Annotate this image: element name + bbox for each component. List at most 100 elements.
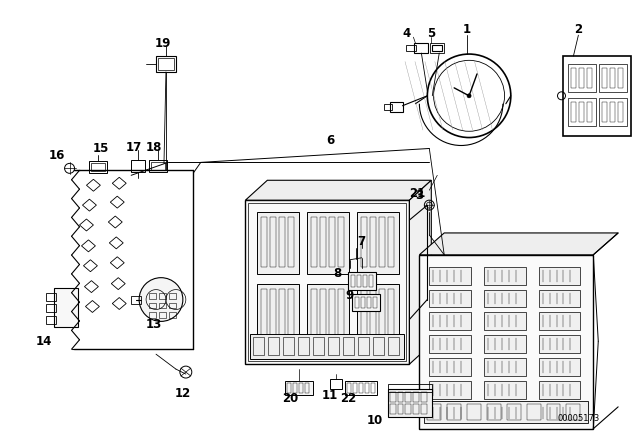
Text: 1: 1 <box>463 23 471 36</box>
Bar <box>370 217 376 267</box>
Bar <box>257 284 299 345</box>
Bar <box>343 337 354 355</box>
Bar <box>246 200 410 364</box>
Bar <box>390 404 396 414</box>
Circle shape <box>139 278 183 321</box>
Bar <box>45 305 56 312</box>
Bar <box>539 358 580 376</box>
Bar <box>338 289 344 338</box>
Bar <box>352 293 380 311</box>
Bar <box>397 392 403 402</box>
Bar <box>356 212 399 274</box>
Text: 19: 19 <box>155 37 171 50</box>
Bar <box>284 337 294 355</box>
Text: 17: 17 <box>126 141 142 154</box>
Bar <box>311 217 317 267</box>
Bar <box>424 401 588 423</box>
Bar <box>618 102 623 122</box>
Bar <box>484 267 525 284</box>
Bar <box>293 383 297 393</box>
Bar <box>572 102 577 122</box>
Polygon shape <box>419 233 618 255</box>
Bar <box>527 404 541 420</box>
Bar <box>279 289 285 338</box>
Text: 6: 6 <box>326 134 334 147</box>
Bar <box>365 383 369 393</box>
Text: 00005173: 00005173 <box>557 414 600 423</box>
Bar <box>610 102 615 122</box>
Bar <box>602 102 607 122</box>
Bar <box>429 312 471 330</box>
Bar <box>371 383 374 393</box>
Bar <box>507 404 521 420</box>
Bar <box>370 289 376 338</box>
Bar <box>566 404 580 420</box>
Bar <box>388 337 399 355</box>
Bar <box>429 404 471 422</box>
Bar <box>588 102 592 122</box>
Bar <box>158 58 174 70</box>
Bar <box>388 389 432 417</box>
Bar <box>429 381 471 399</box>
Bar <box>149 302 156 309</box>
Bar <box>599 64 627 92</box>
Text: 10: 10 <box>367 414 383 427</box>
Bar <box>338 217 344 267</box>
Text: 20: 20 <box>282 392 298 405</box>
Circle shape <box>467 94 471 98</box>
Bar <box>388 289 394 338</box>
Bar <box>270 217 276 267</box>
Text: 14: 14 <box>36 335 52 348</box>
Bar <box>149 160 167 172</box>
Bar <box>268 337 279 355</box>
Bar <box>149 293 156 298</box>
Bar <box>250 334 404 359</box>
Bar <box>421 392 428 402</box>
Bar <box>45 316 56 324</box>
Bar <box>572 68 577 88</box>
Bar <box>579 102 584 122</box>
Bar <box>379 217 385 267</box>
Bar <box>313 337 324 355</box>
Bar <box>299 383 303 393</box>
Text: 16: 16 <box>49 149 65 162</box>
Bar <box>348 271 376 289</box>
Bar <box>610 68 615 88</box>
Bar <box>361 297 365 309</box>
Bar <box>351 275 355 287</box>
Bar <box>261 289 268 338</box>
Bar <box>618 68 623 88</box>
Bar <box>358 337 369 355</box>
Bar <box>54 288 77 327</box>
Bar <box>169 312 176 319</box>
Polygon shape <box>246 180 431 200</box>
Bar <box>406 45 417 51</box>
Bar <box>547 404 561 420</box>
Bar <box>413 404 419 414</box>
Bar <box>159 312 166 319</box>
Bar <box>568 98 596 125</box>
Bar <box>156 56 176 72</box>
Bar <box>305 383 309 393</box>
Bar <box>359 383 363 393</box>
Bar <box>539 289 580 307</box>
Bar <box>131 160 145 172</box>
Bar <box>361 217 367 267</box>
Bar <box>287 383 291 393</box>
Bar <box>149 312 156 319</box>
Bar <box>429 358 471 376</box>
Text: 3: 3 <box>415 189 424 202</box>
Bar <box>328 337 339 355</box>
Bar <box>428 404 441 420</box>
Bar <box>406 392 412 402</box>
Bar <box>131 296 141 303</box>
Circle shape <box>428 54 511 138</box>
Bar <box>288 217 294 267</box>
Bar <box>390 392 396 402</box>
Bar <box>397 404 403 414</box>
Bar <box>372 337 383 355</box>
Bar <box>429 289 471 307</box>
Polygon shape <box>410 180 431 364</box>
Bar <box>169 293 176 298</box>
Text: 12: 12 <box>175 388 191 401</box>
